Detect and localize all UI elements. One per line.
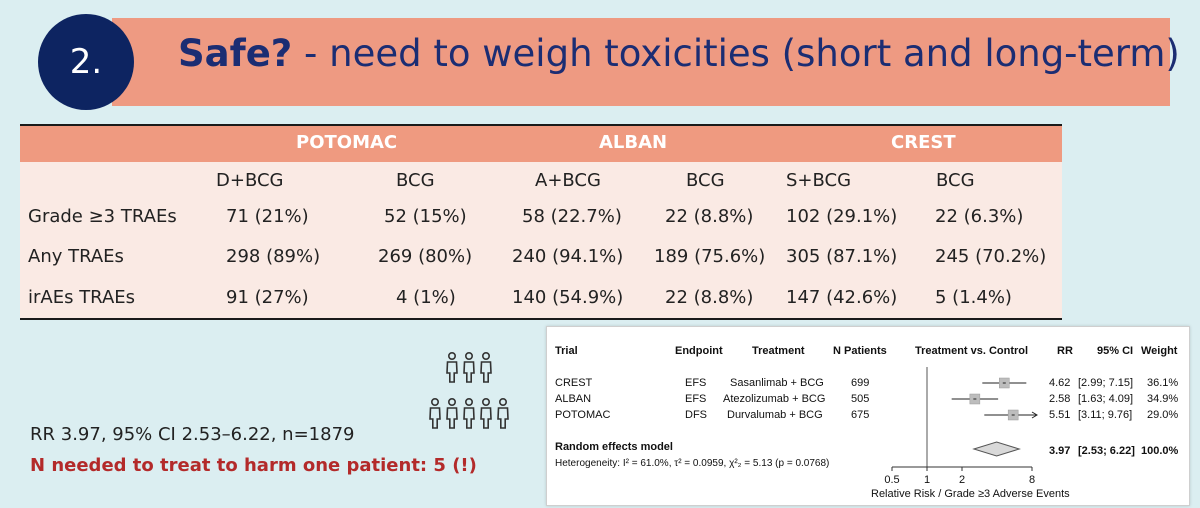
arm-header: D+BCG [216, 170, 284, 191]
col-header-treatment: Treatment [752, 345, 805, 357]
study-point [969, 393, 981, 405]
col-header-n: N Patients [833, 345, 887, 357]
ci-arrow [1031, 411, 1038, 419]
arm-header: S+BCG [786, 170, 852, 191]
row-label: irAEs TRAEs [28, 287, 136, 308]
col-header-endpoint: Endpoint [675, 345, 723, 357]
study-n: 699 [851, 377, 870, 389]
table-cell: 305 (87.1%) [786, 246, 898, 267]
x-tick-label: 1 [924, 474, 930, 486]
table-cell: 58 (22.7%) [522, 206, 622, 227]
slide-number-badge: 2. [38, 14, 134, 110]
col-header-rr: RR [1057, 345, 1073, 357]
summary-nnh: N needed to treat to harm one patient: 5… [30, 455, 477, 476]
trial-header-potomac: POTOMAC [296, 132, 398, 153]
table-cell: 22 (6.3%) [935, 206, 1024, 227]
row-label: Grade ≥3 TRAEs [28, 206, 177, 227]
table-cell: 5 (1.4%) [935, 287, 1012, 308]
x-tick-label: 8 [1029, 474, 1035, 486]
study-name: ALBAN [555, 393, 592, 405]
table-cell: 147 (42.6%) [786, 287, 898, 308]
pooled-rr: 3.97 [1049, 445, 1071, 457]
arm-header: BCG [686, 170, 725, 191]
study-point [999, 377, 1010, 389]
forest-plot-panel: Trial Endpoint Treatment N Patients Trea… [546, 326, 1190, 506]
pooled-ci: [2.53; 6.22] [1078, 445, 1135, 457]
study-point [1007, 409, 1019, 421]
people-group-icon [429, 352, 509, 429]
study-treatment: Sasanlimab + BCG [730, 377, 824, 389]
col-header-weight: Weight [1141, 345, 1178, 357]
pooled-weight: 100.0% [1141, 445, 1179, 457]
col-header-tvc: Treatment vs. Control [915, 345, 1029, 357]
x-tick-label: 2 [959, 474, 965, 486]
table-cell: 269 (80%) [378, 246, 473, 267]
table-cell: 240 (94.1%) [512, 246, 624, 267]
study-name: CREST [555, 377, 593, 389]
arm-header: BCG [936, 170, 975, 191]
table-header-band [20, 124, 1062, 162]
study-treatment: Atezolizumab + BCG [723, 393, 826, 405]
table-cell: 189 (75.6%) [654, 246, 766, 267]
table-cell: 22 (8.8%) [665, 206, 754, 227]
col-header-ci: 95% CI [1097, 345, 1134, 357]
table-cell: 91 (27%) [226, 287, 309, 308]
toxicity-table: POTOMAC ALBAN CREST D+BCG BCG A+BCG BCG … [20, 124, 1062, 320]
table-cell: 71 (21%) [226, 206, 309, 227]
study-weight: 29.0% [1147, 409, 1179, 421]
study-ci: [1.63; 4.09] [1078, 393, 1134, 405]
x-tick-label: 0.5 [884, 474, 899, 486]
summary-rr: RR 3.97, 95% CI 2.53–6.22, n=1879 [30, 424, 355, 445]
study-ci: [2.99; 7.15] [1078, 377, 1134, 389]
heterogeneity-stats: I² = 61.0%, τ² = 0.0959, χ²₂ = 5.13 (p =… [622, 458, 830, 469]
heterogeneity-prefix: Heterogeneity: [555, 458, 623, 469]
slide-title: Safe? - need to weigh toxicities (short … [178, 32, 1180, 76]
col-header-trial: Trial [555, 345, 578, 357]
pooled-label: Random effects model [555, 441, 673, 453]
arm-header: A+BCG [535, 170, 601, 191]
study-endpoint: DFS [685, 409, 707, 421]
slide-title-rest: - need to weigh toxicities (short and lo… [292, 32, 1180, 75]
slide-number: 2. [69, 42, 103, 82]
trial-header-crest: CREST [891, 132, 956, 153]
study-rr: 2.58 [1049, 393, 1071, 405]
trial-header-alban: ALBAN [599, 132, 668, 153]
study-name: POTOMAC [555, 409, 611, 421]
study-rr: 5.51 [1049, 409, 1071, 421]
study-ci: [3.11; 9.76] [1078, 409, 1133, 421]
pooled-diamond [972, 441, 1021, 457]
x-axis-label: Relative Risk / Grade ≥3 Adverse Events [871, 488, 1070, 500]
study-treatment: Durvalumab + BCG [727, 409, 823, 421]
table-cell: 298 (89%) [226, 246, 321, 267]
study-weight: 36.1% [1147, 377, 1179, 389]
study-endpoint: EFS [685, 377, 707, 389]
study-n: 505 [851, 393, 870, 405]
table-cell: 245 (70.2%) [935, 246, 1047, 267]
table-cell: 22 (8.8%) [665, 287, 754, 308]
study-weight: 34.9% [1147, 393, 1179, 405]
heterogeneity-text: Heterogeneity: I² = 61.0%, τ² = 0.0959, … [555, 458, 829, 469]
study-n: 675 [851, 409, 870, 421]
row-label: Any TRAEs [28, 246, 124, 267]
arm-header: BCG [396, 170, 435, 191]
slide-title-strong: Safe? [178, 32, 293, 75]
study-rr: 4.62 [1049, 377, 1071, 389]
study-endpoint: EFS [685, 393, 707, 405]
table-cell: 4 (1%) [396, 287, 456, 308]
table-cell: 140 (54.9%) [512, 287, 624, 308]
title-banner [112, 18, 1170, 106]
table-cell: 52 (15%) [384, 206, 467, 227]
table-cell: 102 (29.1%) [786, 206, 898, 227]
